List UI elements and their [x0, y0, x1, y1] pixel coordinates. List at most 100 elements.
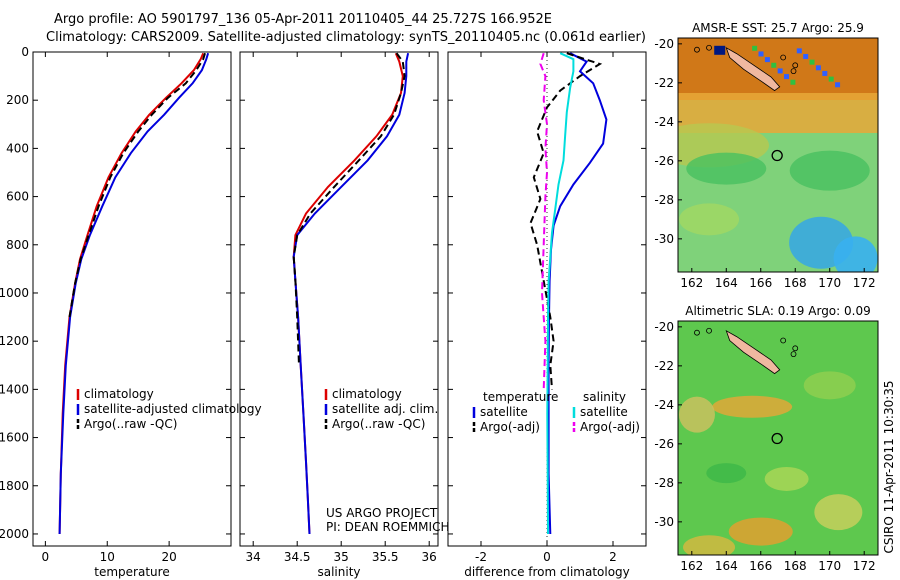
map-x-tick-label: 170	[818, 276, 841, 290]
map-color-patch	[678, 396, 715, 433]
x-tick-label: 35	[334, 550, 349, 564]
series-line-satellite-adj-clim-	[292, 52, 410, 535]
map-pixel	[815, 65, 821, 71]
y-tick-label: 1600	[0, 431, 29, 445]
map-title-2: Altimetric SLA: 0.19 Argo: 0.09	[685, 304, 870, 318]
series-line-temperature-satellite	[547, 52, 608, 535]
map-y-tick-label: -30	[654, 515, 674, 529]
map-pixel	[784, 74, 790, 80]
map-pixel	[822, 70, 828, 76]
map-y-tick-label: -26	[654, 437, 674, 451]
island-outline	[792, 62, 799, 69]
series-line-salinity-satellite	[546, 52, 575, 535]
map-pixel	[752, 45, 758, 51]
map-y-tick-label: -28	[654, 476, 674, 490]
island-outline	[694, 46, 700, 53]
map-pixel	[777, 68, 783, 74]
series-line-salinity-argo-adj-	[539, 52, 549, 390]
legend-label: satellite	[480, 405, 528, 419]
map-y-tick-label: -22	[654, 76, 674, 90]
x-tick-label: 0	[543, 550, 551, 564]
map-color-patch	[679, 203, 740, 236]
map-y-tick-label: -26	[654, 154, 674, 168]
map-color-patch	[706, 463, 747, 484]
map-y-tick-label: -24	[654, 398, 674, 412]
legend-label: satellite-adjusted climatology	[84, 402, 262, 416]
map-y-tick-label: -20	[654, 320, 674, 334]
map-image-2	[678, 321, 878, 555]
map-x-tick-label: 168	[784, 276, 807, 290]
x-tick-label: 34.5	[284, 550, 311, 564]
x-axis-label: temperature	[94, 565, 169, 579]
y-tick-label: 1200	[0, 334, 29, 348]
map-frame-1	[677, 37, 879, 273]
map-color-patch	[683, 535, 736, 555]
legend-label: climatology	[332, 387, 402, 401]
map-color-patch	[686, 152, 767, 185]
y-tick-label: 0	[21, 45, 29, 59]
x-tick-label: 35.5	[372, 550, 399, 564]
map-image-1	[678, 38, 878, 272]
project-credit-text: US ARGO PROJECT	[326, 506, 438, 520]
island-outline	[706, 44, 712, 51]
map-x-tick-label: 164	[715, 559, 738, 573]
map-y-tick-label: -22	[654, 359, 674, 373]
map-color-patch	[764, 466, 809, 491]
map-title-1: AMSR-E SST: 25.7 Argo: 25.9	[692, 21, 864, 35]
x-tick-label: 20	[161, 550, 176, 564]
x-tick-label: 34	[246, 550, 261, 564]
map-pixel	[758, 51, 764, 57]
map-pixel	[790, 79, 796, 85]
legend-label: Argo(..raw -QC)	[332, 417, 425, 431]
map-color-patch	[712, 395, 793, 418]
x-tick-label: -2	[475, 550, 487, 564]
y-tick-label: 600	[6, 190, 29, 204]
map-x-tick-label: 168	[784, 559, 807, 573]
map-x-tick-label: 162	[680, 559, 703, 573]
y-tick-label: 200	[6, 93, 29, 107]
island-outline	[790, 351, 797, 358]
map-pixel	[771, 62, 777, 68]
island-outline	[694, 329, 700, 336]
series-line-temperature-argo-adj-	[529, 52, 603, 390]
map-pixel	[796, 48, 802, 54]
map-x-tick-label: 170	[818, 559, 841, 573]
map-x-tick-label: 166	[749, 559, 772, 573]
y-tick-label: 1400	[0, 382, 29, 396]
map-pixel	[714, 45, 726, 55]
series-line-climatology	[58, 52, 205, 535]
x-tick-label: 36	[422, 550, 437, 564]
argo-location-marker	[771, 149, 783, 162]
legend-label: climatology	[84, 387, 154, 401]
figure-title-line1: Argo profile: AO 5901797_136 05-Apr-2011…	[54, 12, 552, 27]
figure-title-line2: Climatology: CARS2009. Satellite-adjuste…	[46, 30, 646, 45]
x-tick-label: 10	[100, 550, 115, 564]
plot-frame-1	[32, 51, 232, 547]
island-outline	[790, 68, 797, 75]
x-axis-label: difference from climatology	[464, 565, 630, 579]
map-y-tick-label: -20	[654, 37, 674, 51]
map-x-tick-label: 172	[853, 559, 876, 573]
island-outline	[792, 345, 799, 352]
project-credit-text: PI: DEAN ROEMMICH	[326, 520, 449, 534]
y-tick-label: 400	[6, 141, 29, 155]
map-x-tick-label: 172	[853, 276, 876, 290]
series-line-satellite-adjusted-climatology	[58, 52, 210, 535]
map-x-tick-label: 162	[680, 276, 703, 290]
plot-frame-2	[239, 51, 439, 547]
y-tick-label: 800	[6, 238, 29, 252]
legend-heading: salinity	[583, 390, 626, 404]
legend-label: Argo(..raw -QC)	[84, 417, 177, 431]
argo-location-marker	[771, 432, 783, 445]
island-outline	[780, 54, 787, 61]
map-color-patch	[728, 517, 793, 546]
y-tick-label: 1000	[0, 286, 29, 300]
map-pixel	[835, 82, 841, 88]
map-frame-2	[677, 320, 879, 556]
map-y-tick-label: -28	[654, 193, 674, 207]
map-pixel	[828, 76, 834, 82]
side-timestamp-text: CSIRO 11-Apr-2011 10:30:35	[882, 380, 896, 553]
map-color-patch	[814, 494, 863, 531]
legend-label: Argo(-adj)	[580, 420, 640, 434]
